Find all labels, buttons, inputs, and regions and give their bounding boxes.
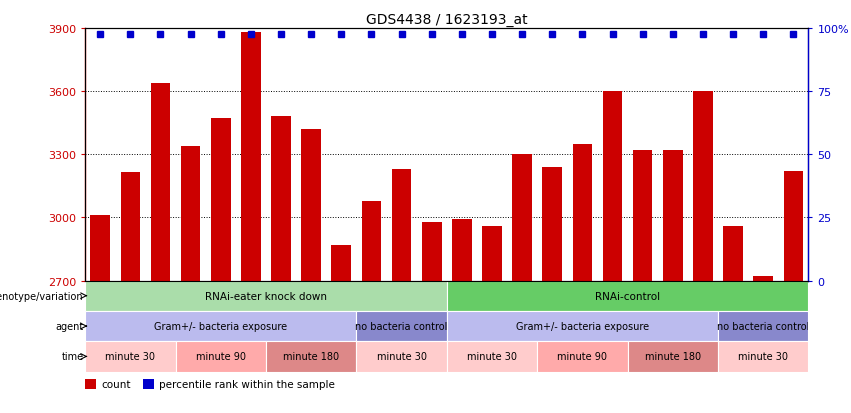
Bar [447, 311, 718, 342]
Text: minute 30: minute 30 [376, 351, 426, 361]
Bar [143, 379, 154, 389]
Bar [603, 92, 622, 281]
Bar [175, 342, 266, 372]
Text: minute 90: minute 90 [557, 351, 608, 361]
Bar [357, 342, 447, 372]
Text: minute 30: minute 30 [106, 351, 156, 361]
Text: minute 30: minute 30 [467, 351, 517, 361]
Text: minute 90: minute 90 [196, 351, 246, 361]
Bar [301, 130, 321, 281]
Title: GDS4438 / 1623193_at: GDS4438 / 1623193_at [366, 12, 528, 26]
Bar [542, 167, 562, 281]
Bar [483, 226, 502, 281]
Text: genotype/variation: genotype/variation [0, 291, 83, 301]
Text: time: time [61, 351, 83, 361]
Text: minute 180: minute 180 [283, 351, 340, 361]
Bar [85, 311, 357, 342]
Bar [271, 117, 291, 281]
Bar [85, 379, 96, 389]
Bar [694, 92, 713, 281]
Bar [85, 281, 447, 311]
Bar [447, 281, 808, 311]
Text: percentile rank within the sample: percentile rank within the sample [159, 379, 334, 389]
Text: count: count [101, 379, 130, 389]
Text: minute 180: minute 180 [645, 351, 701, 361]
Bar [85, 342, 175, 372]
Text: RNAi-control: RNAi-control [595, 291, 660, 301]
Bar [452, 220, 471, 281]
Bar [211, 119, 231, 281]
Bar [332, 245, 351, 281]
Bar [357, 311, 447, 342]
Text: Gram+/- bacteria exposure: Gram+/- bacteria exposure [516, 321, 649, 331]
Bar [151, 83, 170, 281]
Bar [718, 342, 808, 372]
Bar [753, 277, 773, 281]
Text: Gram+/- bacteria exposure: Gram+/- bacteria exposure [154, 321, 288, 331]
Bar [391, 170, 411, 281]
Text: agent: agent [55, 321, 83, 331]
Bar [447, 342, 537, 372]
Bar [718, 311, 808, 342]
Bar [633, 151, 653, 281]
Text: no bacteria control: no bacteria control [356, 321, 448, 331]
Bar [90, 216, 110, 281]
Bar [362, 201, 381, 281]
Bar [241, 33, 260, 281]
Bar [512, 155, 532, 281]
Bar [121, 173, 140, 281]
Bar [784, 172, 803, 281]
Bar [422, 222, 442, 281]
Bar [537, 342, 627, 372]
Bar [266, 342, 357, 372]
Text: no bacteria control: no bacteria control [717, 321, 809, 331]
Bar [180, 147, 200, 281]
Bar [627, 342, 718, 372]
Bar [663, 151, 683, 281]
Bar [573, 145, 592, 281]
Bar [723, 226, 743, 281]
Text: RNAi-eater knock down: RNAi-eater knock down [205, 291, 327, 301]
Text: minute 30: minute 30 [738, 351, 788, 361]
